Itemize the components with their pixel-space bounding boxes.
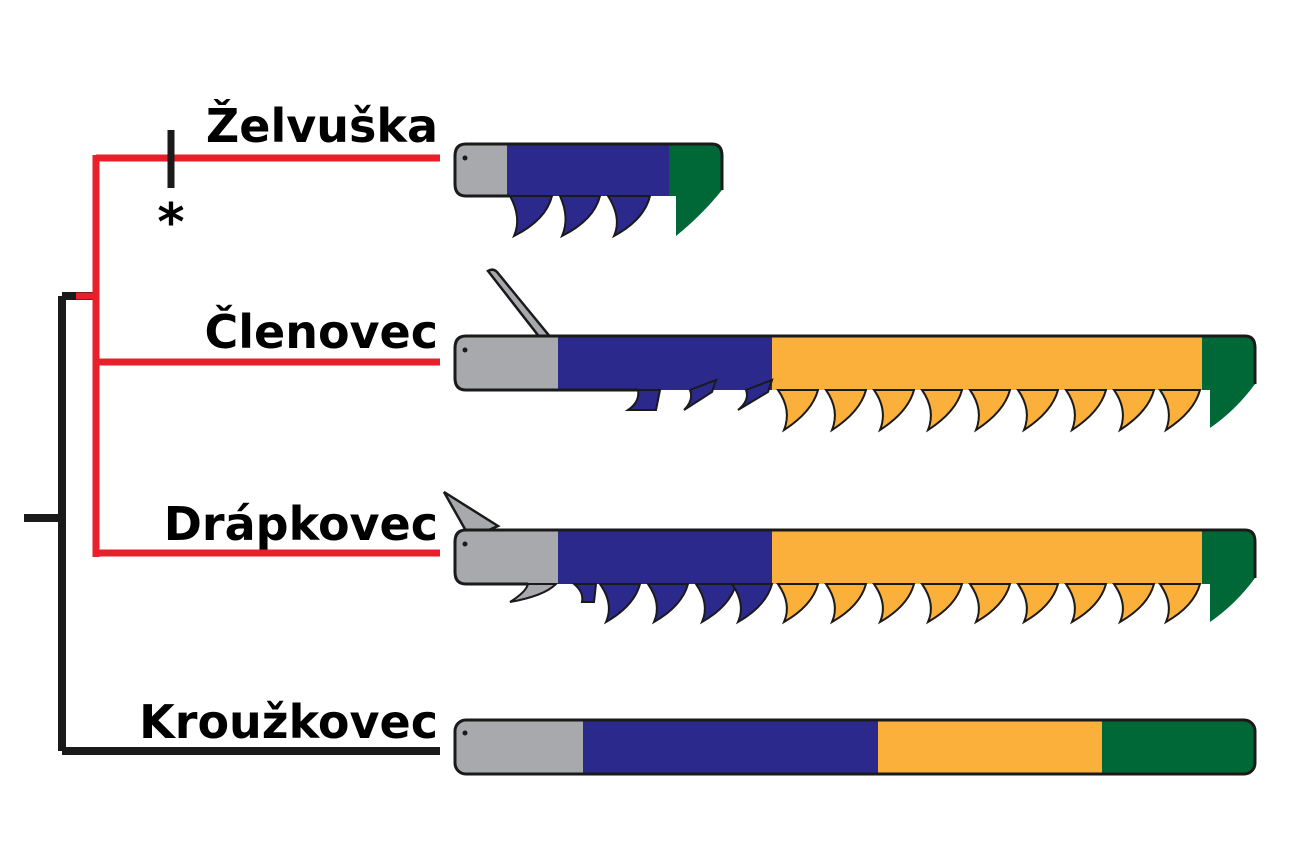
taxon-labels: Želvuška Členovec Drápkovec Kroužkovec — [139, 99, 438, 749]
orange-segment — [772, 336, 1202, 390]
body-outline — [453, 528, 1257, 586]
green-segment — [669, 144, 722, 236]
antenna — [486, 268, 558, 350]
orange-segment — [878, 720, 1102, 774]
green-segment — [1202, 530, 1255, 622]
orange-legs — [776, 583, 1202, 625]
body-outline — [453, 142, 724, 198]
green-segment — [1102, 720, 1255, 774]
body-plan-zelvuska — [453, 142, 724, 239]
taxon-label-drapkovec: Drápkovec — [164, 497, 438, 551]
head-segment — [455, 720, 583, 774]
green-segment — [1202, 336, 1255, 428]
taxon-label-krouzkovec: Kroužkovec — [139, 695, 438, 749]
orange-segment — [772, 530, 1202, 584]
head-segment — [455, 336, 558, 390]
blue-segment — [507, 144, 669, 196]
taxon-label-zelvuska: Želvuška — [206, 99, 438, 153]
body-plan-krouzkovec — [453, 718, 1257, 776]
blue-segment — [558, 530, 772, 584]
blue-legs — [508, 195, 652, 239]
phylogenetic-tree: * — [24, 130, 440, 755]
head-marker — [462, 541, 468, 547]
taxon-label-clenovec: Členovec — [204, 305, 438, 359]
head-marker — [462, 347, 468, 353]
walking-legs — [776, 389, 1202, 433]
change-marker-asterisk: * — [157, 193, 184, 253]
head-marker — [462, 730, 468, 736]
head-segment — [455, 144, 507, 196]
blue-legs — [598, 583, 774, 625]
head-marker — [462, 155, 468, 161]
mouthpart-appendages — [624, 378, 774, 411]
body-plan-drapkovec — [442, 490, 1257, 625]
oral-papilla — [509, 583, 559, 603]
body-outline — [453, 718, 1257, 776]
blue-segment — [558, 336, 772, 390]
body-plan-clenovec — [453, 268, 1257, 433]
body-outline — [453, 334, 1257, 392]
blue-segment — [583, 720, 878, 774]
jaw-appendage — [571, 583, 598, 603]
head-segment — [455, 530, 558, 584]
